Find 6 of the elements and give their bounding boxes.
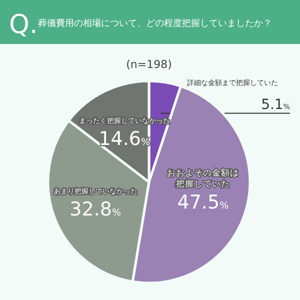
chart-subtitle: (n=198) bbox=[126, 58, 172, 71]
data-label: 47.5% bbox=[177, 191, 229, 214]
chart-title: 葬儀費用の相場について、どの程度把握していましたか？ bbox=[38, 18, 272, 29]
slice-label: おおよその金額は把握していた bbox=[166, 167, 239, 190]
data-label: 32.8% bbox=[70, 198, 122, 220]
text: Q. bbox=[9, 10, 38, 40]
